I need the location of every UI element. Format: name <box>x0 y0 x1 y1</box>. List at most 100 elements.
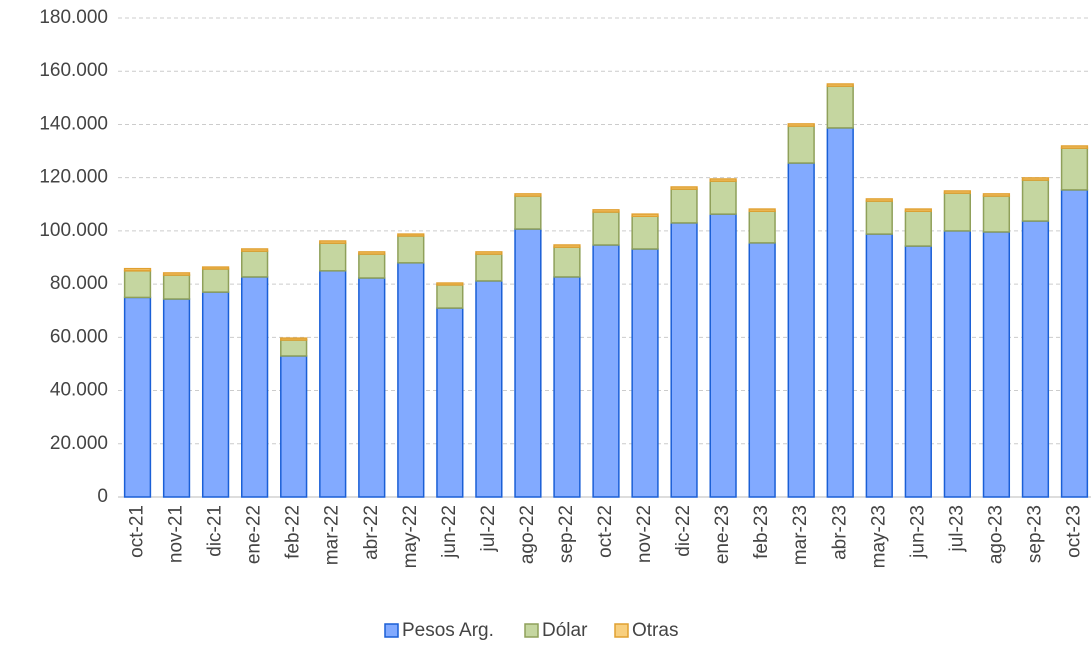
legend-swatch <box>384 623 399 638</box>
x-tick-label: feb-23 <box>751 505 772 559</box>
bar-segment <box>514 195 542 230</box>
bar-segment <box>514 193 542 197</box>
x-tick-label: nov-22 <box>634 505 655 563</box>
x-tick-label: ene-22 <box>244 505 265 564</box>
x-tick-label: dic-22 <box>673 505 694 557</box>
bar-segment <box>358 251 386 255</box>
bar-segment <box>475 251 503 255</box>
bar-segment <box>1060 145 1089 149</box>
bar-segment <box>358 277 386 498</box>
bar-segment <box>514 228 542 498</box>
bar-segment <box>943 190 971 194</box>
bar-segment <box>280 339 308 357</box>
bar-segment <box>670 188 698 224</box>
legend-label: Pesos Arg. <box>402 620 494 641</box>
bar-segment <box>553 246 581 278</box>
bar-segment <box>826 127 854 498</box>
bar-segment <box>631 213 659 218</box>
y-tick-label: 60.000 <box>50 326 108 347</box>
bar-segment <box>241 250 269 278</box>
bar-segment <box>709 180 737 215</box>
x-tick-label: sep-22 <box>556 505 577 563</box>
bar-segment <box>904 245 932 498</box>
bar-segment <box>631 248 659 498</box>
x-tick-label: ago-23 <box>985 505 1006 564</box>
x-tick-label: may-23 <box>868 505 889 568</box>
bar-segment <box>982 231 1011 498</box>
bar-segment <box>709 213 737 498</box>
x-tick-label: abr-23 <box>829 505 850 560</box>
bar-segment <box>1021 177 1050 181</box>
bar-segment <box>201 268 230 293</box>
bar-segment <box>397 233 425 237</box>
x-tick-label: feb-22 <box>283 505 304 559</box>
y-tick-label: 80.000 <box>50 273 108 294</box>
x-tick-label: mar-23 <box>790 505 811 565</box>
bar-segment <box>475 253 503 282</box>
legend-swatch <box>614 623 629 638</box>
x-tick-label: ago-22 <box>517 505 538 564</box>
x-tick-label: jul-23 <box>946 505 967 552</box>
bar-segment <box>162 272 191 276</box>
bar-segment <box>904 210 932 247</box>
bar-segment <box>280 355 308 498</box>
y-tick-label: 40.000 <box>50 380 108 401</box>
x-tick-label: sep-23 <box>1024 505 1045 563</box>
bar-segment <box>592 211 620 246</box>
bar-segment <box>201 291 230 498</box>
x-tick-label: jun-22 <box>439 505 460 559</box>
bar-segment <box>865 233 893 498</box>
bar-segment <box>436 284 464 309</box>
y-tick-label: 0 <box>97 486 108 507</box>
bar-segment <box>553 244 581 248</box>
x-tick-label: nov-21 <box>166 505 187 563</box>
bar-segment <box>787 125 815 164</box>
x-tick-label: oct-21 <box>127 505 148 558</box>
bar-segment <box>123 296 152 498</box>
y-tick-label: 20.000 <box>50 433 108 454</box>
bar-segment <box>865 198 893 202</box>
legend-label: Otras <box>632 620 678 641</box>
bar-segment <box>123 267 152 272</box>
bar-segment <box>943 192 971 232</box>
y-tick-label: 100.000 <box>39 220 108 241</box>
bar-segment <box>943 230 971 498</box>
bar-segment <box>592 244 620 498</box>
bar-segment <box>319 270 347 498</box>
y-tick-label: 120.000 <box>39 167 108 188</box>
bar-segment <box>709 178 737 182</box>
x-tick-label: mar-22 <box>322 505 343 565</box>
x-tick-label: oct-23 <box>1063 505 1084 558</box>
bar-segment <box>631 215 659 250</box>
x-tick-label: oct-22 <box>595 505 616 558</box>
x-tick-label: jun-23 <box>907 505 928 559</box>
bar-segment <box>592 209 620 213</box>
bar-segment <box>280 337 308 341</box>
bar-segment <box>241 248 269 252</box>
bar-segment <box>982 195 1011 233</box>
bar-segment <box>787 123 815 127</box>
bar-segment <box>1060 189 1089 498</box>
bar-segment <box>865 200 893 235</box>
bar-segment <box>670 222 698 498</box>
bar-segment <box>162 274 191 300</box>
bar-segment <box>1060 147 1089 191</box>
y-tick-label: 180.000 <box>39 7 108 28</box>
bar-segment <box>475 280 503 498</box>
bar-segment <box>1021 179 1050 222</box>
bar-segment <box>670 186 698 190</box>
bar-segment <box>826 85 854 129</box>
bar-segment <box>748 242 776 498</box>
x-tick-label: abr-22 <box>361 505 382 560</box>
bar-segment <box>826 83 854 87</box>
bar-segment <box>787 162 815 498</box>
x-tick-label: jul-22 <box>478 505 499 552</box>
x-tick-label: dic-21 <box>205 505 226 557</box>
bar-segment <box>319 242 347 272</box>
bar-segment <box>436 307 464 498</box>
bar-segment <box>123 270 152 299</box>
bar-segment <box>982 193 1011 197</box>
bar-segment <box>748 210 776 244</box>
bar-segment <box>162 298 191 498</box>
